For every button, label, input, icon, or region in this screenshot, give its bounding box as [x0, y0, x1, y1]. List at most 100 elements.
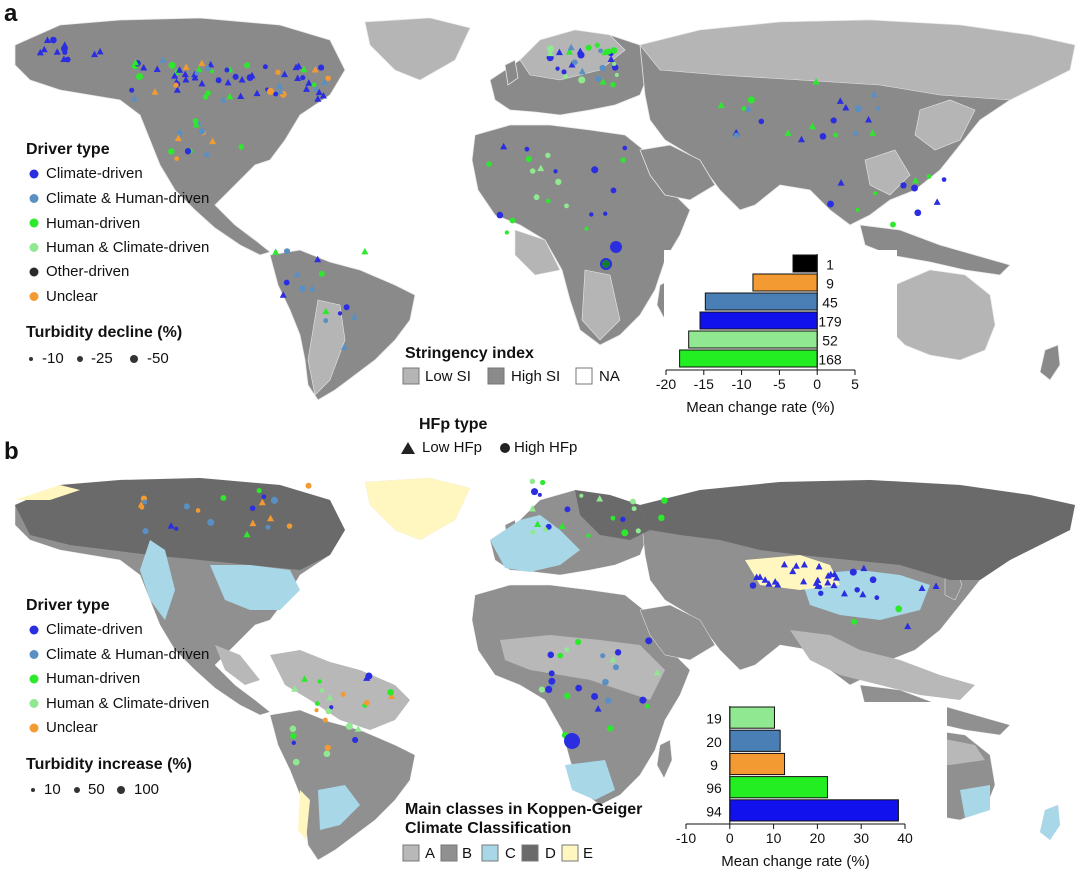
site-marker [293, 270, 301, 278]
bar [729, 706, 775, 729]
site-marker [854, 587, 860, 593]
panel-a-map [14, 17, 1076, 401]
koppen-swatch [521, 844, 539, 862]
bar [679, 349, 818, 368]
site-marker [496, 211, 504, 219]
site-marker [741, 106, 747, 111]
site-marker [585, 44, 592, 51]
site-marker [610, 81, 616, 88]
site-marker [644, 703, 650, 709]
legend-item: Other-driven [46, 263, 130, 280]
site-marker [830, 570, 838, 578]
site-marker [140, 63, 148, 71]
site-marker [555, 48, 563, 56]
site-marker [564, 203, 569, 209]
site-marker [918, 584, 926, 592]
site-marker [568, 61, 576, 68]
site-marker [538, 686, 545, 693]
hfp-low: Low HFp [422, 439, 483, 456]
size-swatch [117, 786, 125, 794]
x-tick-label: 10 [766, 830, 782, 846]
site-marker [291, 685, 299, 692]
size-swatch [29, 357, 33, 361]
legend-swatch [29, 723, 39, 733]
stringency-title: Stringency index [405, 345, 534, 362]
site-marker [555, 178, 562, 186]
site-marker [275, 69, 281, 75]
site-marker [53, 48, 61, 55]
bar [729, 729, 781, 752]
site-marker [290, 732, 297, 740]
site-marker [267, 514, 275, 522]
site-marker [600, 258, 612, 270]
site-marker [283, 248, 291, 255]
site-marker [543, 527, 548, 532]
x-tick-label: 5 [851, 376, 859, 392]
site-marker [926, 174, 932, 179]
size-legend-item: 50 [88, 781, 105, 798]
site-marker [363, 674, 371, 681]
site-marker [314, 255, 322, 263]
site-marker [612, 664, 619, 671]
site-marker [215, 77, 222, 84]
x-axis-label: Mean change rate (%) [721, 853, 869, 870]
site-marker [352, 736, 359, 743]
size-legend-item: -25 [91, 350, 113, 367]
site-marker [219, 96, 227, 103]
site-marker [870, 90, 878, 98]
site-marker [273, 91, 279, 97]
site-marker [319, 91, 327, 99]
koppen-b: B [462, 845, 473, 862]
site-marker [595, 75, 602, 82]
site-marker [533, 194, 540, 201]
site-marker [614, 649, 622, 656]
site-marker [758, 118, 765, 125]
bar [752, 273, 818, 292]
site-marker [586, 533, 591, 538]
site-marker [941, 177, 947, 182]
site-marker [279, 291, 287, 298]
site-marker [603, 211, 608, 216]
site-marker [914, 209, 922, 217]
site-marker [851, 618, 858, 625]
chart-b: 19 20 9 96 94 -10 0 10 20 30 40 Mean change rate (%… [676, 702, 947, 870]
x-tick-label: -20 [656, 376, 676, 392]
site-marker [36, 48, 44, 56]
site-marker [168, 148, 175, 155]
site-marker [243, 530, 251, 538]
site-marker [842, 104, 850, 111]
site-marker [311, 82, 317, 88]
bar-count-label: 19 [706, 711, 722, 727]
site-marker [323, 318, 329, 324]
site-marker [291, 740, 296, 746]
bar-count-label: 94 [706, 803, 722, 819]
site-marker [744, 105, 752, 112]
site-marker [836, 97, 844, 104]
site-marker [486, 161, 492, 167]
legend-shapes [29, 169, 593, 862]
bar [729, 752, 786, 776]
site-marker [591, 692, 599, 700]
legend-item: Climate-driven [46, 165, 143, 182]
site-marker [833, 574, 841, 581]
site-marker [747, 96, 755, 104]
site-marker [50, 36, 57, 44]
site-marker [289, 725, 297, 733]
legend-swatch [29, 243, 39, 252]
site-marker [504, 230, 509, 235]
site-marker [237, 92, 245, 100]
site-marker [621, 529, 629, 537]
site-marker [209, 137, 217, 145]
site-marker [815, 562, 823, 570]
site-marker [224, 78, 232, 86]
site-marker [614, 72, 619, 77]
size-legend-title: Turbidity decline (%) [26, 324, 183, 341]
site-marker [261, 494, 267, 500]
site-marker [151, 88, 159, 95]
site-marker [548, 677, 556, 685]
site-marker [546, 198, 551, 204]
legend-item: Unclear [46, 288, 98, 305]
bar-count-label: 168 [818, 352, 842, 368]
site-marker [537, 492, 542, 497]
